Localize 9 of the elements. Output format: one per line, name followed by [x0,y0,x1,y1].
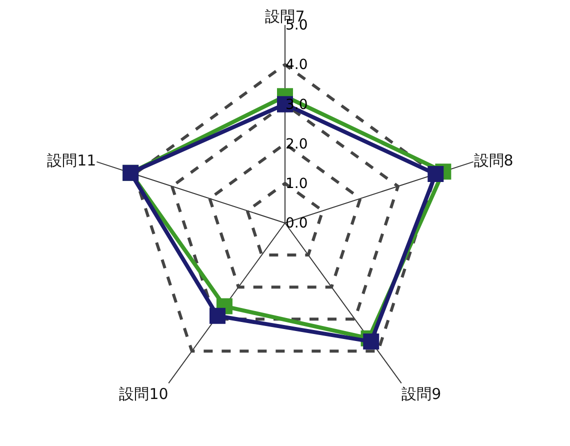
spoke-label: 設問10 [119,384,168,403]
y-tick-label: 2.0 [286,136,308,152]
spoke-label: 設問9 [402,384,442,403]
y-tick-label: 1.0 [286,176,308,192]
y-tick-label: 3.0 [286,96,308,113]
spoke-label: 設問11 [47,152,96,170]
spoke-label: 設問8 [474,152,514,170]
y-tick-label: 4.0 [286,57,308,74]
y-tick-label: 0.0 [286,216,308,232]
